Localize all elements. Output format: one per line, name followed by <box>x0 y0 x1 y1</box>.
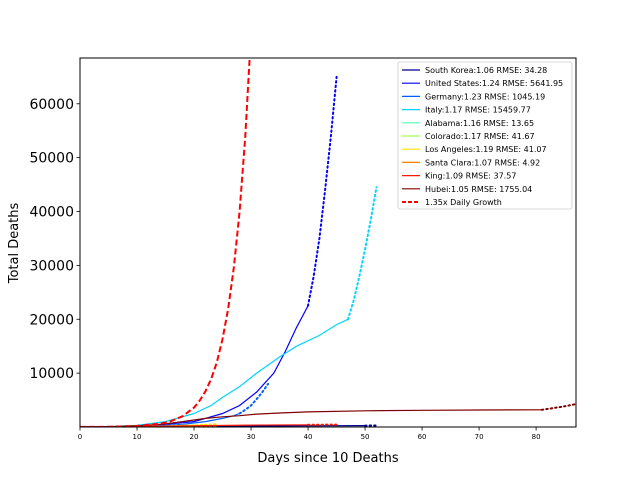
y-axis-label: Total Deaths <box>7 202 22 284</box>
y-axis-ticks: 10000 20000 30000 40000 50000 60000 <box>29 97 80 382</box>
legend-label: Los Angeles:1.19 RMSE: 41.07 <box>425 145 547 154</box>
legend-box <box>397 61 573 210</box>
x-tick-label: 30 <box>247 433 256 441</box>
y-tick-label: 50000 <box>29 151 74 167</box>
legend-label: Italy:1.17 RMSE: 15459.77 <box>425 106 531 115</box>
y-tick-label: 20000 <box>29 312 74 328</box>
x-tick-label: 60 <box>418 433 427 441</box>
legend-label: 1.35x Daily Growth <box>425 198 502 207</box>
legend-label: United States:1.24 RMSE: 5641.95 <box>425 79 563 88</box>
y-tick-label: 40000 <box>29 205 74 221</box>
legend: South Korea:1.06 RMSE: 34.28 United State… <box>397 61 573 210</box>
series-projection-3 <box>347 186 378 321</box>
series-line-3 <box>80 318 349 427</box>
x-axis-ticks: 0 10 20 30 40 50 60 70 80 <box>78 427 541 441</box>
x-axis-label: Days since 10 Deaths <box>257 451 398 466</box>
legend-label: South Korea:1.06 RMSE: 34.28 <box>425 66 547 75</box>
legend-label: Alabama:1.16 RMSE: 13.65 <box>425 119 534 128</box>
legend-label: Hubei:1.05 RMSE: 1755.04 <box>425 185 532 194</box>
x-tick-label: 40 <box>304 433 313 441</box>
legend-label: Santa Clara:1.07 RMSE: 4.92 <box>425 158 540 167</box>
y-tick-label: 30000 <box>29 258 74 274</box>
x-tick-label: 10 <box>133 433 142 441</box>
legend-label: Colorado:1.17 RMSE: 41.67 <box>425 132 535 141</box>
series-line-10 <box>80 58 251 427</box>
legend-label: King:1.09 RMSE: 37.57 <box>425 172 516 181</box>
x-tick-label: 20 <box>190 433 199 441</box>
series-projection-2 <box>238 382 270 415</box>
y-tick-label: 10000 <box>29 366 74 382</box>
x-tick-label: 0 <box>78 433 82 441</box>
series-projection-1 <box>307 75 338 307</box>
x-tick-label: 50 <box>361 433 370 441</box>
x-tick-label: 70 <box>475 433 484 441</box>
x-tick-label: 80 <box>532 433 541 441</box>
plot-area-frame <box>79 57 577 428</box>
legend-label: Germany:1.23 RMSE: 1045.19 <box>425 92 545 101</box>
series-projection-9 <box>540 403 576 411</box>
y-tick-label: 60000 <box>29 97 74 113</box>
